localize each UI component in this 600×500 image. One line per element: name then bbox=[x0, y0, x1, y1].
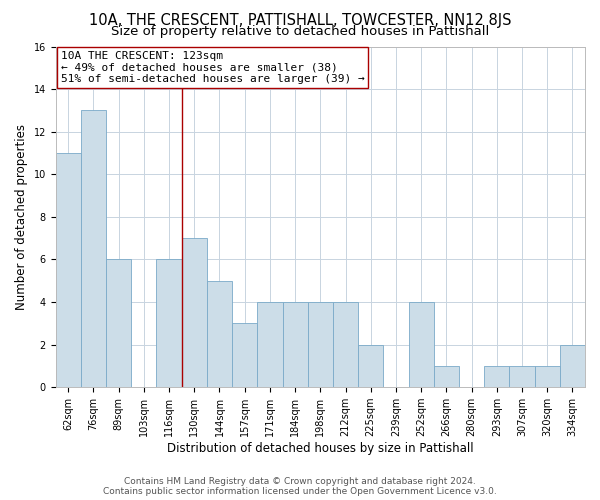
Bar bbox=[484, 366, 509, 387]
Bar bbox=[232, 324, 257, 387]
Bar bbox=[535, 366, 560, 387]
Bar bbox=[157, 260, 182, 387]
X-axis label: Distribution of detached houses by size in Pattishall: Distribution of detached houses by size … bbox=[167, 442, 473, 455]
Text: 10A, THE CRESCENT, PATTISHALL, TOWCESTER, NN12 8JS: 10A, THE CRESCENT, PATTISHALL, TOWCESTER… bbox=[89, 12, 511, 28]
Text: Contains HM Land Registry data © Crown copyright and database right 2024.
Contai: Contains HM Land Registry data © Crown c… bbox=[103, 476, 497, 496]
Y-axis label: Number of detached properties: Number of detached properties bbox=[15, 124, 28, 310]
Bar bbox=[106, 260, 131, 387]
Bar bbox=[257, 302, 283, 387]
Text: 10A THE CRESCENT: 123sqm
← 49% of detached houses are smaller (38)
51% of semi-d: 10A THE CRESCENT: 123sqm ← 49% of detach… bbox=[61, 51, 364, 84]
Bar bbox=[207, 280, 232, 387]
Text: Size of property relative to detached houses in Pattishall: Size of property relative to detached ho… bbox=[111, 25, 489, 38]
Bar bbox=[509, 366, 535, 387]
Bar bbox=[434, 366, 459, 387]
Bar bbox=[56, 153, 81, 387]
Bar bbox=[182, 238, 207, 387]
Bar bbox=[358, 344, 383, 387]
Bar bbox=[333, 302, 358, 387]
Bar bbox=[283, 302, 308, 387]
Bar bbox=[409, 302, 434, 387]
Bar bbox=[81, 110, 106, 387]
Bar bbox=[560, 344, 585, 387]
Bar bbox=[308, 302, 333, 387]
